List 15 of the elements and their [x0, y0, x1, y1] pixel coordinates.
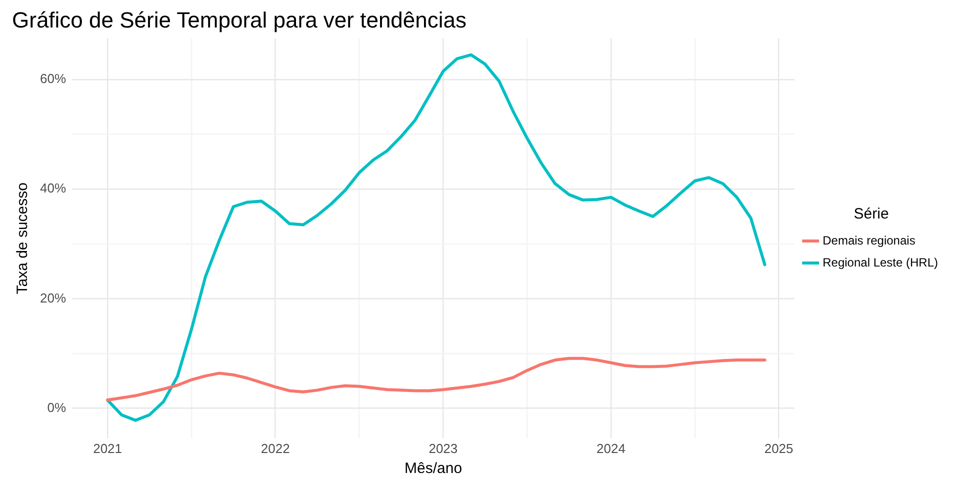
x-tick-label: 2022 [260, 440, 290, 456]
legend-label: Demais regionais [822, 233, 916, 248]
x-tick-label: 2021 [93, 440, 122, 456]
legend-label: Regional Leste (HRL) [822, 255, 938, 270]
y-tick-label: 20% [40, 290, 66, 306]
y-axis-title: Taxa de sucesso [14, 182, 32, 294]
legend-title: Série [854, 206, 889, 223]
y-tick-label: 40% [40, 180, 66, 196]
y-tick-label: 0% [47, 400, 66, 415]
x-tick-label: 2025 [764, 440, 794, 456]
x-tick-label: 2024 [596, 440, 626, 456]
chart-title: Gráfico de Série Temporal para ver tendências [12, 7, 467, 32]
x-tick-label: 2023 [428, 440, 458, 456]
x-axis-title: Mês/ano [404, 460, 462, 478]
y-tick-label: 60% [40, 71, 66, 86]
